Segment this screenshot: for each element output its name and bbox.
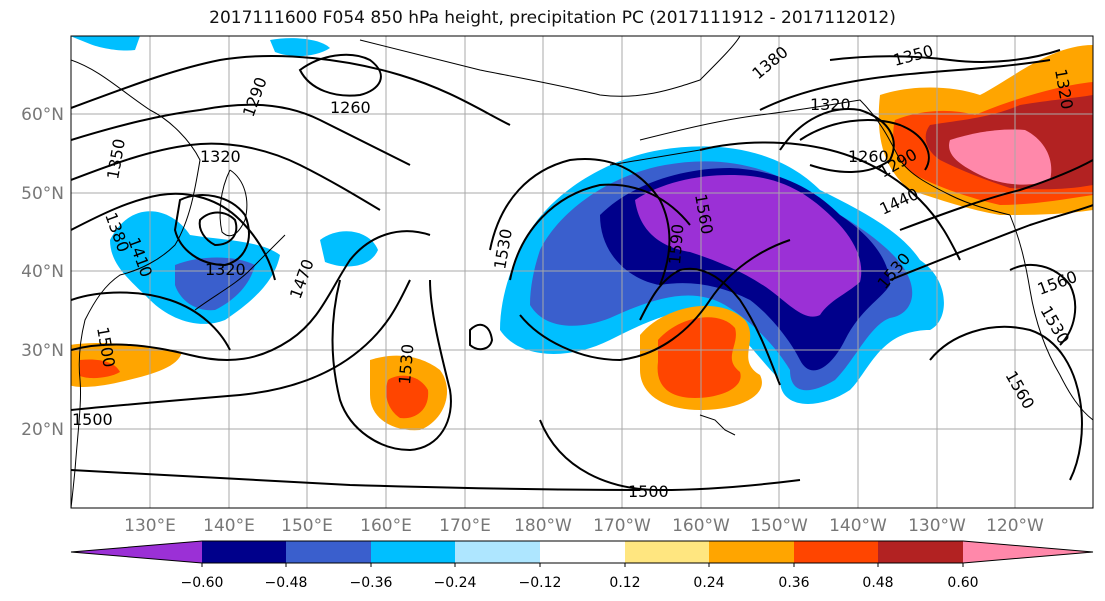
colorbar-segment bbox=[540, 541, 625, 563]
colorbar-segment bbox=[71, 541, 202, 563]
contour-line bbox=[71, 54, 511, 126]
coastline-north bbox=[359, 36, 741, 97]
lon-tick-label: 130°W bbox=[908, 516, 966, 536]
colorbar-tick-label: −0.36 bbox=[350, 575, 393, 591]
colorbar bbox=[70, 540, 1094, 567]
contour-line bbox=[298, 53, 382, 97]
contour-label: 1320 bbox=[200, 147, 241, 166]
colorbar-segment bbox=[878, 541, 963, 563]
positive-anomaly-west-edge-core bbox=[80, 359, 120, 379]
positive-anomaly-mid-pacific-core bbox=[657, 317, 741, 398]
coastline-hawaii bbox=[699, 414, 736, 436]
contour-line bbox=[173, 194, 250, 267]
contour-line bbox=[779, 108, 895, 173]
contour-label: 1590 bbox=[665, 223, 687, 265]
lon-axis: 130°E 140°E 150°E 160°E 170°E 180°W 170°… bbox=[124, 516, 1044, 536]
colorbar-tick-label: 0.48 bbox=[862, 575, 893, 591]
contour-label: 1320 bbox=[810, 95, 851, 114]
coastline-japan bbox=[194, 234, 286, 311]
colorbar-segment bbox=[286, 541, 371, 563]
contour-line bbox=[899, 159, 1093, 231]
contour-line bbox=[509, 183, 691, 281]
contour-label: 1260 bbox=[330, 98, 371, 117]
contour-line bbox=[759, 59, 1051, 111]
lon-tick-label: 160°E bbox=[360, 516, 412, 536]
coastline-na-west bbox=[1009, 214, 1093, 421]
contour-line bbox=[71, 279, 411, 411]
contour-line bbox=[71, 291, 231, 351]
contour-line bbox=[829, 49, 1061, 63]
lon-tick-label: 160°W bbox=[672, 516, 730, 536]
colorbar-tick-label: 0.60 bbox=[947, 575, 978, 591]
contour-label: 1500 bbox=[72, 410, 113, 429]
colorbar-segment bbox=[709, 541, 794, 563]
colorbar-segment bbox=[455, 541, 540, 563]
lat-tick-label: 50°N bbox=[21, 184, 64, 204]
contour-line bbox=[639, 267, 781, 386]
colorbar-tick-label: −0.48 bbox=[265, 575, 308, 591]
colorbar-segment bbox=[202, 541, 286, 563]
lon-tick-label: 150°E bbox=[281, 516, 333, 536]
lon-tick-label: 180°W bbox=[514, 516, 572, 536]
contour-line bbox=[929, 325, 1083, 481]
coastlines bbox=[71, 36, 1093, 508]
coastline-aleutians bbox=[609, 149, 701, 166]
lon-tick-label: 130°E bbox=[124, 516, 176, 536]
colorbar-tick-label: 0.12 bbox=[609, 575, 640, 591]
contour-line bbox=[539, 419, 801, 492]
contour-label: 1530 bbox=[395, 343, 417, 385]
lon-tick-label: 120°W bbox=[986, 516, 1044, 536]
lat-tick-label: 60°N bbox=[21, 105, 64, 125]
contour-line bbox=[198, 211, 238, 247]
colorbar-tick-label: 0.24 bbox=[693, 575, 724, 591]
contour-label: 1320 bbox=[205, 260, 246, 279]
colorbar-segment bbox=[963, 541, 1093, 563]
contour-line bbox=[71, 469, 641, 491]
lon-tick-label: 150°W bbox=[750, 516, 808, 536]
negative-anomaly-small bbox=[320, 231, 378, 267]
contour-line bbox=[889, 204, 1093, 281]
colorbar-segment bbox=[794, 541, 878, 563]
map-border bbox=[70, 35, 1094, 509]
colorbar-segment bbox=[371, 541, 455, 563]
contour-line bbox=[71, 192, 276, 281]
coastline-kamchatka bbox=[219, 169, 248, 237]
graticule bbox=[71, 36, 1093, 508]
contour-line bbox=[1009, 264, 1077, 346]
negative-anomaly-north2 bbox=[270, 38, 330, 57]
lat-tick-label: 30°N bbox=[21, 341, 64, 361]
contour-line bbox=[71, 103, 411, 166]
negative-anomaly-core bbox=[635, 175, 862, 317]
colorbar-segment bbox=[625, 541, 709, 563]
contour-line bbox=[799, 119, 930, 171]
lon-tick-label: 140°E bbox=[203, 516, 255, 536]
negative-anomaly-north bbox=[71, 36, 140, 51]
colorbar-tick-label: −0.12 bbox=[519, 575, 562, 591]
lat-tick-label: 20°N bbox=[21, 420, 64, 440]
positive-anomaly-south-core bbox=[386, 375, 429, 419]
contour-line bbox=[699, 141, 961, 261]
lon-tick-label: 170°E bbox=[439, 516, 491, 536]
contour-line bbox=[331, 279, 452, 452]
colorbar-tick-label: 0.36 bbox=[778, 575, 809, 591]
colorbar-tick-label: −0.60 bbox=[181, 575, 224, 591]
contour-line bbox=[469, 323, 494, 351]
lat-axis: 60°N 50°N 40°N 30°N 20°N bbox=[21, 105, 64, 440]
contour-label: 1260 bbox=[848, 147, 889, 166]
contour-line bbox=[71, 230, 431, 361]
height-contours bbox=[71, 49, 1093, 492]
colorbar-tick-labels: −0.60 −0.48 −0.36 −0.24 −0.12 0.12 0.24 … bbox=[181, 575, 979, 591]
contour-line bbox=[489, 158, 671, 286]
contour-line bbox=[71, 142, 381, 211]
positive-anomaly-ne-core bbox=[949, 129, 1052, 185]
colorbar-tick-label: −0.24 bbox=[434, 575, 477, 591]
map-title: 2017111600 F054 850 hPa height, precipit… bbox=[209, 8, 896, 28]
contour-label: 1500 bbox=[628, 482, 669, 501]
coastline-alaska bbox=[639, 99, 1011, 216]
lat-tick-label: 40°N bbox=[21, 262, 64, 282]
contour-line bbox=[519, 239, 791, 362]
lon-tick-label: 140°W bbox=[829, 516, 887, 536]
lon-tick-label: 170°W bbox=[593, 516, 651, 536]
